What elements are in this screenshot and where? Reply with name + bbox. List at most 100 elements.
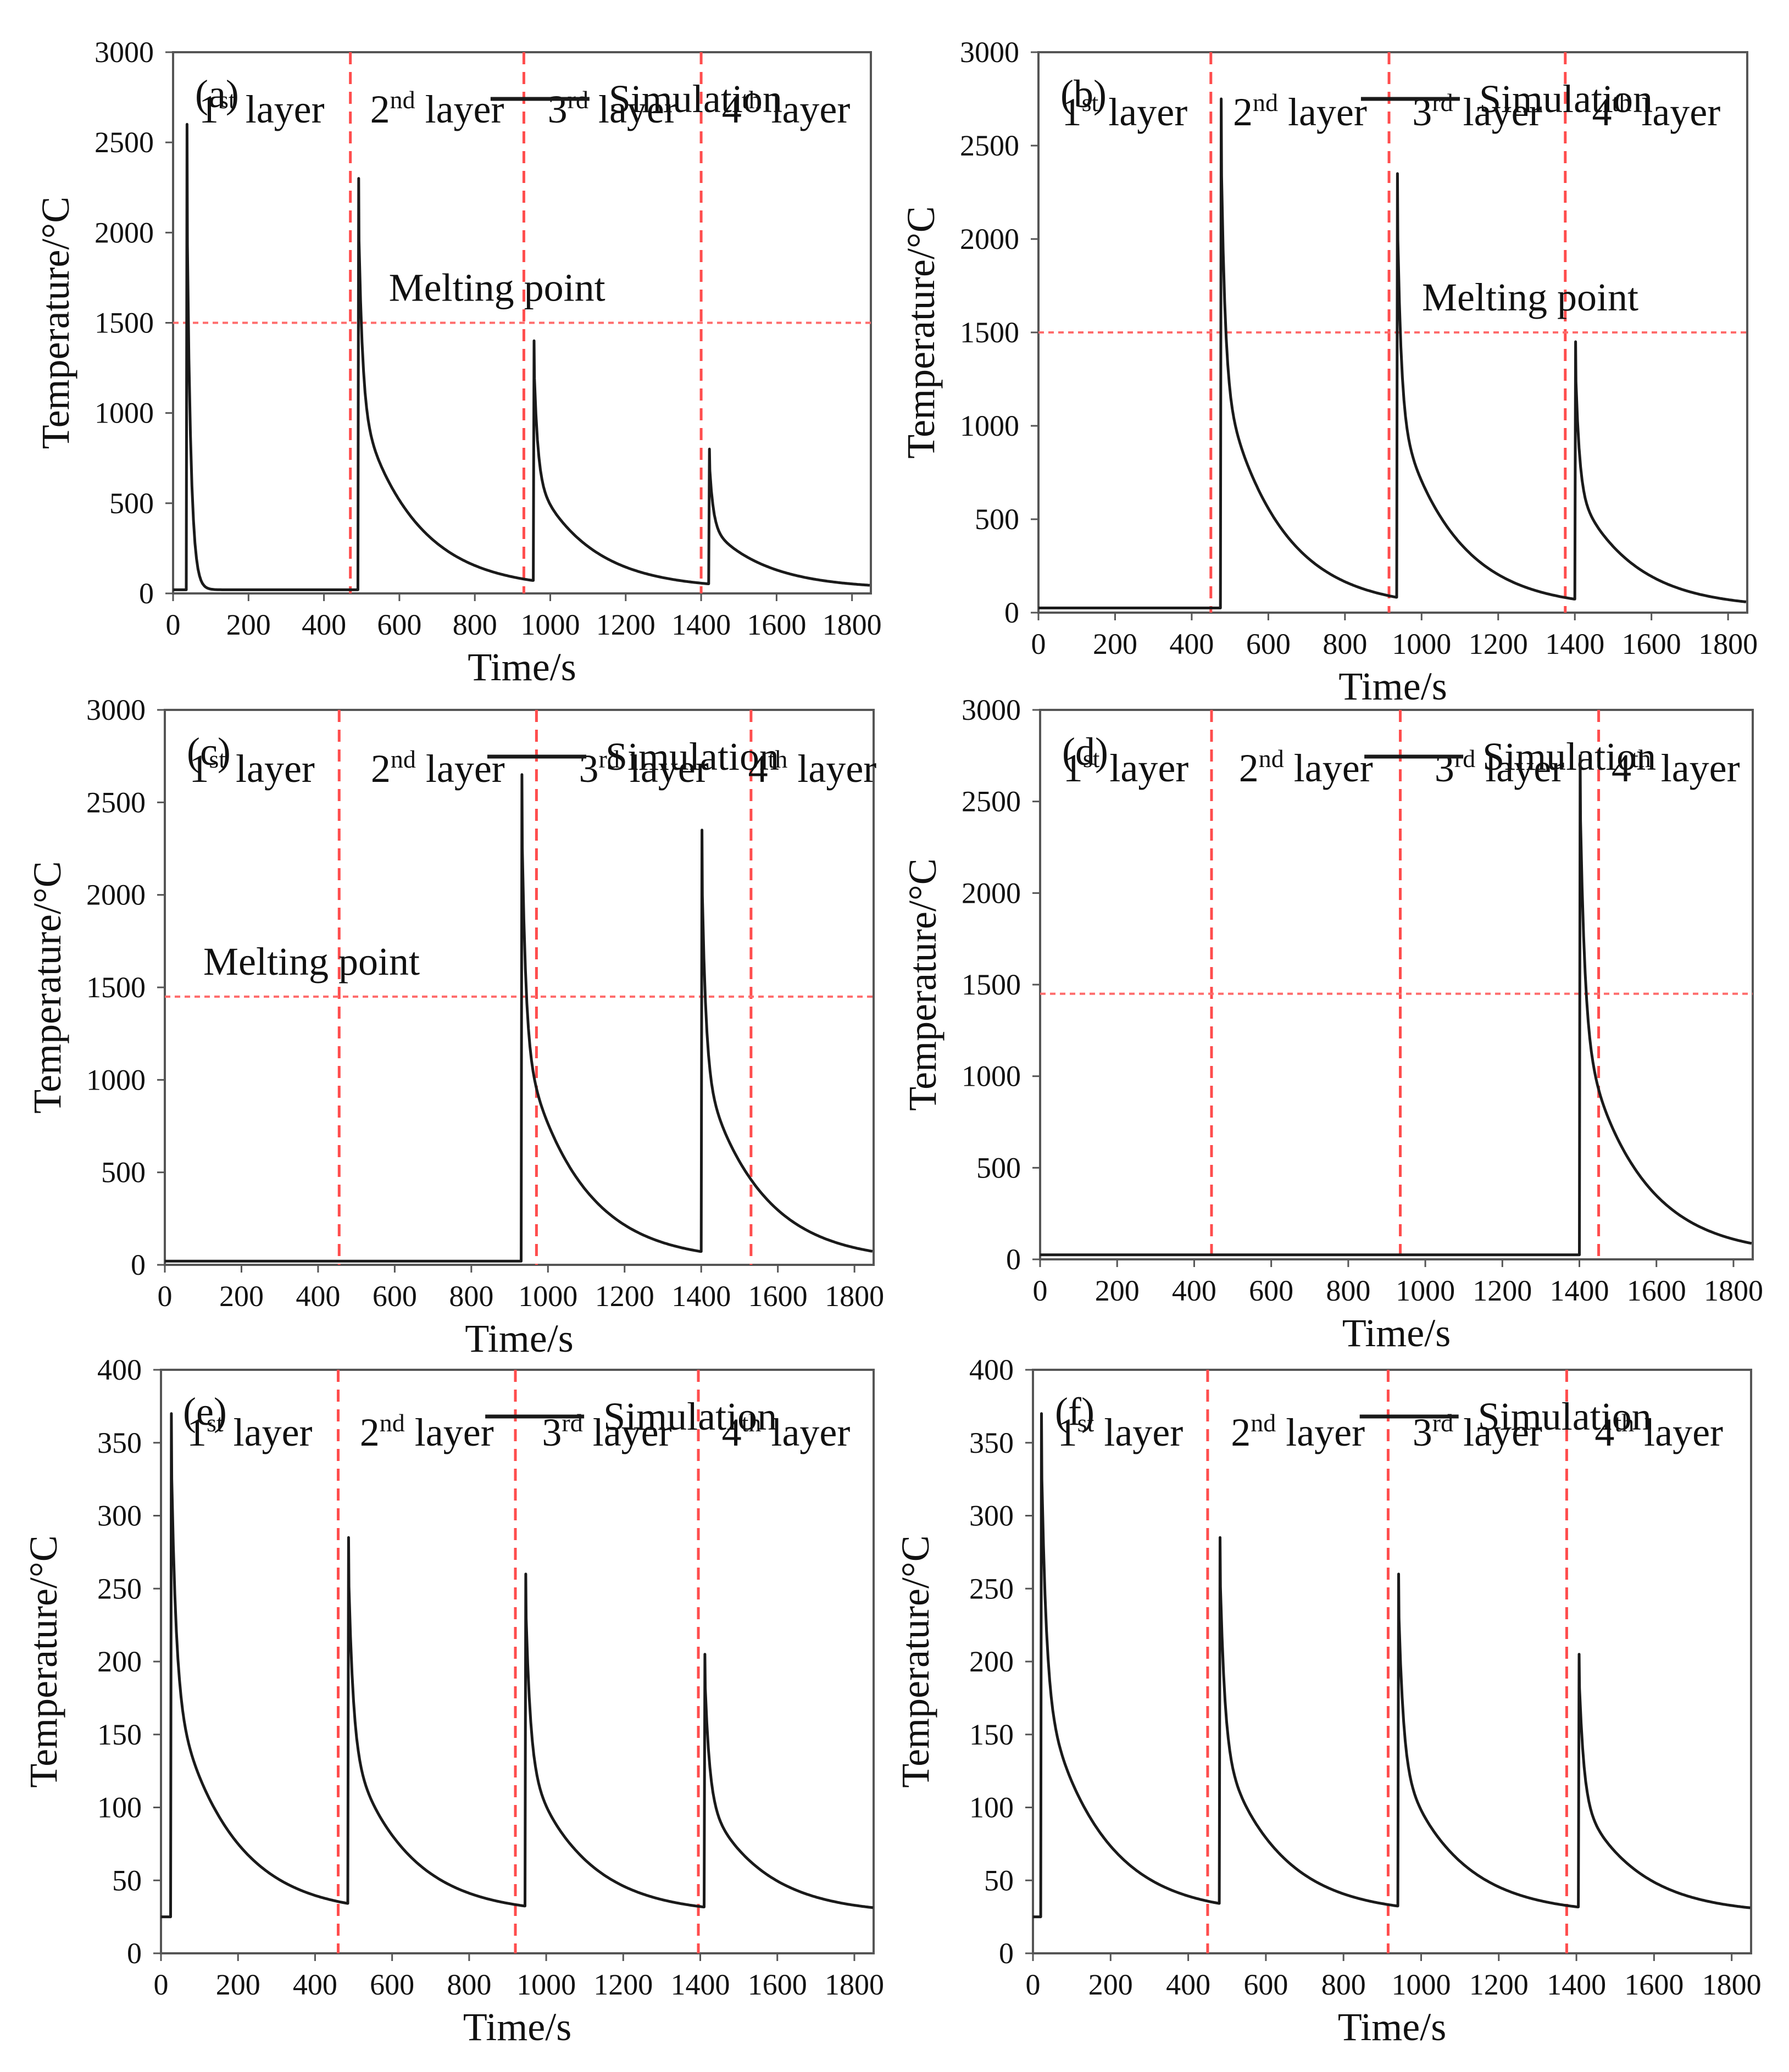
layer-label: 1st layer	[1062, 88, 1188, 134]
x-tick-label: 1400	[1545, 627, 1604, 660]
x-axis-label: Time/s	[468, 645, 576, 689]
y-tick-label: 250	[969, 1572, 1014, 1605]
layer-label-suffix: nd	[391, 745, 416, 773]
y-tick-label: 2500	[95, 126, 154, 159]
melting-point-label: Melting point	[203, 940, 420, 984]
y-tick-label: 150	[97, 1718, 142, 1751]
layer-label-number: 3	[1412, 90, 1432, 134]
legend-label: Simulation	[1479, 77, 1653, 121]
x-tick-label: 400	[1169, 627, 1214, 660]
layer-label-word: layer	[1278, 90, 1367, 134]
panel-label: (e)	[183, 1390, 227, 1434]
layer-label-number: 4	[1594, 1410, 1614, 1454]
layer-label: 1st layer	[187, 1409, 313, 1454]
layer-label: 3rd layer	[548, 86, 677, 131]
x-tick-label: 800	[1323, 627, 1367, 660]
layer-label-number: 1	[187, 1410, 207, 1454]
x-tick-label: 1800	[823, 608, 882, 641]
y-tick-label: 350	[969, 1426, 1014, 1459]
x-tick-label: 1400	[1547, 1968, 1606, 2001]
x-tick-label: 1000	[1391, 1968, 1451, 2001]
plot-frame	[1037, 51, 1748, 614]
layer-label-suffix: st	[1082, 88, 1099, 116]
layer-label-suffix: rd	[562, 1409, 582, 1437]
x-tick-label: 0	[1026, 1968, 1041, 2001]
layer-label-number: 4	[1612, 746, 1631, 790]
y-tick-label: 2000	[86, 879, 146, 912]
layer-label-number: 3	[579, 747, 599, 791]
layer-label-word: layer	[1453, 1410, 1542, 1454]
y-tick-label: 50	[984, 1864, 1014, 1897]
y-tick-label: 2000	[962, 876, 1021, 909]
x-tick-label: 1800	[1702, 1968, 1762, 2001]
y-tick-label: 150	[969, 1718, 1014, 1751]
layer-label-suffix: nd	[1251, 1409, 1276, 1437]
y-tick-label: 400	[969, 1353, 1014, 1386]
layer-label-suffix: rd	[1432, 1409, 1453, 1437]
x-axis-label: Time/s	[465, 1316, 573, 1360]
layer-label-number: 2	[371, 747, 391, 791]
x-tick-label: 1800	[825, 1968, 884, 2001]
panel-b: 0 200 400 600 800 1000 1200 1400 1600 1800 0 500 100…	[899, 36, 1758, 708]
x-tick-label: 1800	[825, 1280, 884, 1313]
x-tick-label: 0	[154, 1968, 169, 2001]
x-tick-label: 400	[302, 608, 346, 641]
y-tick-label: 300	[97, 1499, 142, 1532]
layer-label-suffix: th	[1614, 1409, 1634, 1437]
x-tick-label: 400	[293, 1968, 337, 2001]
layer-label-number: 3	[548, 87, 568, 131]
x-tick-label: 1000	[1396, 1274, 1455, 1307]
panel-d: 0 200 400 600 800 1000 1200 1400 1600 1800 0 500 100…	[901, 693, 1763, 1355]
layer-label-suffix: rd	[1432, 88, 1453, 116]
layer-label-suffix: st	[209, 745, 226, 773]
y-tick-label: 300	[969, 1499, 1014, 1532]
y-tick-label: 2500	[960, 129, 1019, 162]
panel-label: (c)	[187, 730, 231, 774]
y-tick-label: 0	[127, 1937, 142, 1970]
x-tick-label: 1200	[595, 1280, 654, 1313]
temperature-curve	[161, 1412, 874, 1919]
plot-frame	[160, 1369, 875, 1954]
layer-label-word: layer	[224, 1410, 313, 1454]
x-axis-label: Time/s	[1338, 2005, 1446, 2049]
panel-label: (a)	[195, 72, 239, 116]
x-tick-label: 600	[373, 1280, 417, 1313]
layer-label: 4th layer	[722, 86, 851, 131]
x-tick-label: 1600	[1622, 627, 1681, 660]
layer-label: 1st layer	[189, 745, 315, 791]
layer-label: 2nd layer	[370, 86, 504, 131]
temperature-curve	[1040, 754, 1752, 1257]
layer-label-word: layer	[416, 747, 505, 791]
y-tick-label: 0	[131, 1248, 146, 1281]
layer-label-number: 1	[1063, 746, 1083, 790]
x-tick-label: 200	[216, 1968, 260, 2001]
layer-label: 4th layer	[748, 745, 877, 791]
layer-label-word: layer	[1631, 90, 1720, 134]
layer-label: 1st layer	[199, 86, 325, 131]
x-tick-label: 800	[1321, 1968, 1366, 2001]
y-tick-label: 500	[101, 1156, 146, 1189]
y-axis-label: Temperature/°C	[25, 861, 69, 1114]
layer-label-number: 2	[1231, 1410, 1251, 1454]
x-tick-label: 0	[1033, 1274, 1048, 1307]
y-tick-label: 1000	[962, 1060, 1021, 1093]
x-tick-label: 1200	[593, 1968, 653, 2001]
temperature-curve	[173, 123, 870, 591]
x-tick-label: 1800	[1704, 1274, 1763, 1307]
x-tick-label: 800	[453, 608, 497, 641]
layer-label: 4th layer	[1612, 745, 1740, 790]
layer-label-number: 4	[722, 87, 742, 131]
layer-label-word: layer	[588, 87, 677, 131]
layer-label: 3rd layer	[1435, 745, 1564, 790]
x-tick-label: 1200	[1469, 1968, 1529, 2001]
layer-label: 2nd layer	[371, 745, 505, 791]
y-tick-label: 1500	[86, 971, 146, 1004]
plot-frame	[164, 709, 875, 1266]
x-axis-label: Time/s	[463, 2005, 571, 2049]
x-tick-label: 0	[1031, 627, 1046, 660]
layer-label: 1st layer	[1063, 745, 1189, 790]
y-tick-label: 50	[112, 1864, 142, 1897]
x-tick-label: 600	[1246, 627, 1291, 660]
y-tick-label: 1500	[962, 968, 1021, 1001]
